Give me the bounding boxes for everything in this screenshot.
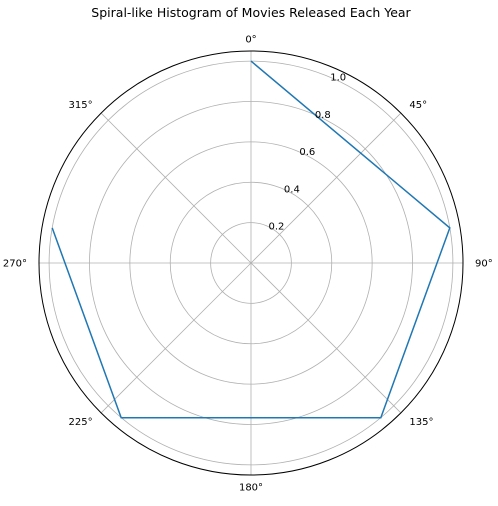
angle-tick-label-1: 45° <box>409 100 427 111</box>
polar-frame <box>38 50 464 476</box>
angular-gridline-7 <box>100 112 252 264</box>
angle-tick-label-3: 135° <box>409 417 433 428</box>
angle-tick-label-0: 0° <box>245 35 256 46</box>
series-line-0 <box>51 60 451 419</box>
tick-labels: 0° 45° 90° 135° 180° 225° 270° 315° 0.2 0.4 0.6 0.8… <box>3 35 493 494</box>
radial-tick-label-1: 0.4 <box>284 184 300 195</box>
angular-gridline-3 <box>250 262 402 414</box>
series-layer <box>51 60 451 419</box>
radial-tick-label-4: 1.0 <box>330 72 346 83</box>
angular-gridline-1 <box>250 112 402 264</box>
radial-tick-label-3: 0.8 <box>315 110 331 121</box>
radial-tick-label-0: 0.2 <box>268 222 284 233</box>
angle-tick-label-5: 225° <box>69 417 93 428</box>
angle-tick-label-2: 90° <box>475 259 493 270</box>
polar-grid <box>39 51 463 475</box>
angle-tick-label-4: 180° <box>239 483 263 494</box>
angular-gridline-5 <box>100 262 252 414</box>
radial-tick-label-2: 0.6 <box>299 147 315 158</box>
angle-tick-label-7: 315° <box>69 100 93 111</box>
chart-title: Spiral-like Histogram of Movies Released… <box>91 5 411 20</box>
angle-tick-label-6: 270° <box>3 259 27 270</box>
